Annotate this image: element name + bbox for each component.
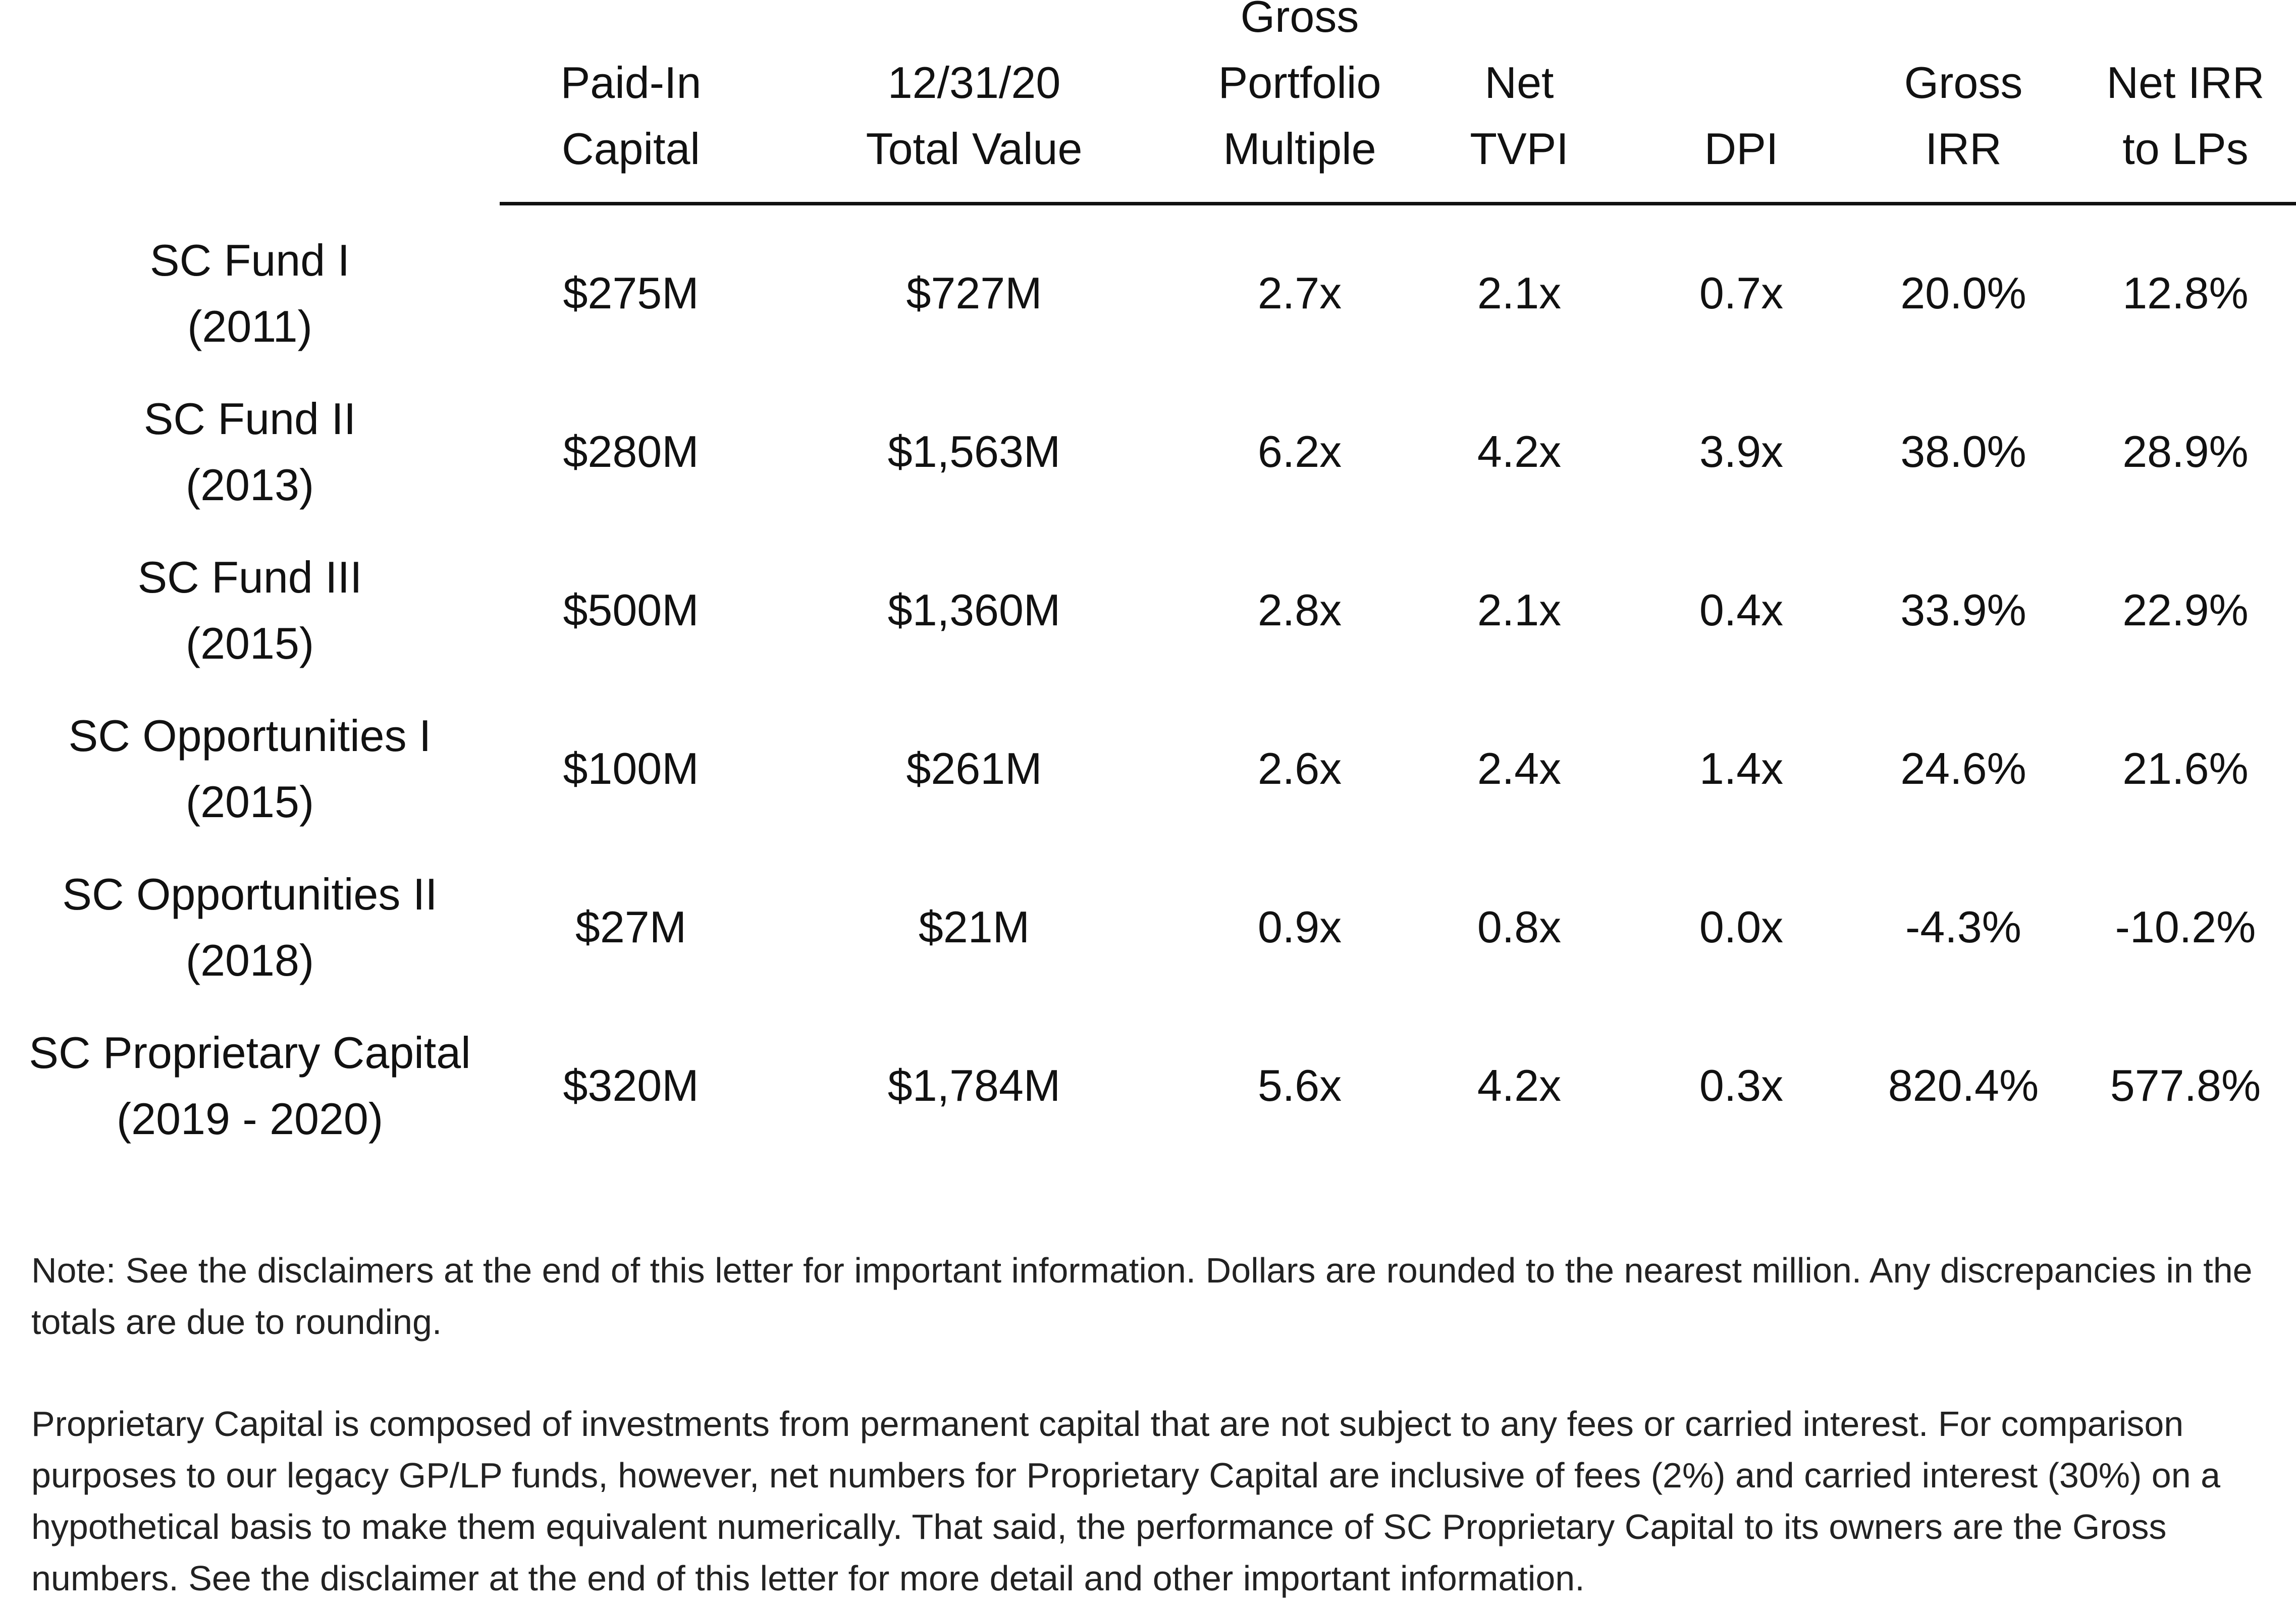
column-header-gross-multiple: Gross Portfolio Multiple (1181, 0, 1418, 182)
column-header-line: Paid-In (560, 58, 702, 108)
fund-name-cell: SC Opportunities II (2018) (0, 861, 500, 993)
dpi-cell: 0.3x (1699, 1060, 1784, 1110)
fund-name: SC Proprietary Capital (29, 1028, 471, 1078)
column-header-line: Gross (1240, 0, 1359, 41)
fund-name: SC Fund III (137, 552, 362, 602)
fund-name-cell: SC Fund II (2013) (0, 386, 500, 518)
net-tvpi-cell: 2.1x (1477, 585, 1562, 635)
fund-name: SC Opportunities I (68, 711, 432, 761)
column-header-gross-irr: Gross IRR (1867, 0, 2059, 182)
net-irr-cell: 12.8% (2122, 268, 2249, 318)
table-row: SC Fund III (2015) $500M $1,360M 2.8x 2.… (0, 544, 2296, 676)
net-tvpi-cell: 2.4x (1477, 743, 1562, 793)
column-header-line: Capital (562, 124, 700, 174)
fund-name: SC Opportunities II (62, 869, 438, 919)
net-irr-cell: 577.8% (2110, 1060, 2261, 1110)
gross-multiple-cell: 2.6x (1257, 743, 1342, 793)
net-tvpi-cell: 2.1x (1477, 268, 1562, 318)
net-irr-cell: -10.2% (2115, 902, 2256, 952)
fund-name: SC Fund I (149, 235, 350, 285)
column-header-dpi: DPI (1666, 0, 1817, 182)
fund-years: (2015) (185, 618, 314, 668)
column-header-line: Gross (1904, 58, 2023, 108)
column-header-total-value: 12/31/20 Total Value (823, 0, 1126, 182)
column-header-line: 12/31/20 (887, 58, 1061, 108)
column-header-line: Multiple (1223, 124, 1376, 174)
net-irr-cell: 28.9% (2122, 426, 2249, 476)
column-header-line: IRR (1925, 124, 2002, 174)
table-row: SC Opportunities II (2018) $27M $21M 0.9… (0, 861, 2296, 993)
column-header-net-irr: Net IRR to LPs (2079, 0, 2291, 182)
net-irr-cell: 21.6% (2122, 743, 2249, 793)
total-value-cell: $727M (906, 268, 1042, 318)
fund-years: (2015) (185, 777, 314, 827)
column-header-line: Net (1484, 58, 1554, 108)
total-value-cell: $21M (918, 902, 1030, 952)
fund-years: (2018) (185, 935, 314, 985)
fund-name: SC Fund II (143, 394, 356, 444)
column-header-line: Portfolio (1218, 58, 1381, 108)
column-header-paid-in: Paid-In Capital (535, 0, 727, 182)
column-header-line: Total Value (866, 124, 1083, 174)
net-irr-cell: 22.9% (2122, 585, 2249, 635)
dpi-cell: 0.7x (1699, 268, 1784, 318)
paid-in-capital-cell: $27M (575, 902, 687, 952)
gross-multiple-cell: 6.2x (1257, 426, 1342, 476)
paid-in-capital-cell: $280M (563, 426, 699, 476)
gross-multiple-cell: 2.8x (1257, 585, 1342, 635)
paid-in-capital-cell: $100M (563, 743, 699, 793)
total-value-cell: $1,360M (887, 585, 1061, 635)
fund-name-cell: SC Fund III (2015) (0, 544, 500, 676)
net-tvpi-cell: 4.2x (1477, 426, 1562, 476)
gross-multiple-cell: 0.9x (1257, 902, 1342, 952)
header-divider (500, 202, 2296, 205)
table-row: SC Proprietary Capital (2019 - 2020) $32… (0, 1020, 2296, 1152)
total-value-cell: $1,563M (887, 426, 1061, 476)
gross-irr-cell: 38.0% (1900, 426, 2026, 476)
fund-name-cell: SC Opportunities I (2015) (0, 703, 500, 835)
table-row: SC Fund II (2013) $280M $1,563M 6.2x 4.2… (0, 386, 2296, 518)
gross-irr-cell: -4.3% (1905, 902, 2021, 952)
net-tvpi-cell: 4.2x (1477, 1060, 1562, 1110)
column-header-line: DPI (1704, 124, 1779, 174)
fund-years: (2013) (185, 460, 314, 510)
gross-irr-cell: 20.0% (1900, 268, 2026, 318)
gross-irr-cell: 24.6% (1900, 743, 2026, 793)
fund-years: (2019 - 2020) (116, 1094, 384, 1144)
gross-irr-cell: 33.9% (1900, 585, 2026, 635)
column-header-line: TVPI (1470, 124, 1569, 174)
dpi-cell: 0.0x (1699, 902, 1784, 952)
fund-name-cell: SC Proprietary Capital (2019 - 2020) (0, 1020, 500, 1152)
gross-irr-cell: 820.4% (1888, 1060, 2039, 1110)
dpi-cell: 3.9x (1699, 426, 1784, 476)
fund-years: (2011) (187, 301, 312, 351)
net-tvpi-cell: 0.8x (1477, 902, 1562, 952)
table-row: SC Fund I (2011) $275M $727M 2.7x 2.1x 0… (0, 227, 2296, 359)
dpi-cell: 1.4x (1699, 743, 1784, 793)
rounding-note: Note: See the disclaimers at the end of … (31, 1251, 2253, 1342)
table-row: SC Opportunities I (2015) $100M $261M 2.… (0, 703, 2296, 835)
fund-name-cell: SC Fund I (2011) (0, 227, 500, 359)
paid-in-capital-cell: $500M (563, 585, 699, 635)
column-header-line: Net IRR (2106, 58, 2265, 108)
gross-multiple-cell: 5.6x (1257, 1060, 1342, 1110)
gross-multiple-cell: 2.7x (1257, 268, 1342, 318)
dpi-cell: 0.4x (1699, 585, 1784, 635)
total-value-cell: $1,784M (887, 1060, 1061, 1110)
column-header-net-tvpi: Net TVPI (1444, 0, 1595, 182)
paid-in-capital-cell: $320M (563, 1060, 699, 1110)
column-header-line: to LPs (2122, 124, 2249, 174)
total-value-cell: $261M (906, 743, 1042, 793)
proprietary-capital-note: Proprietary Capital is composed of inves… (31, 1404, 2221, 1598)
paid-in-capital-cell: $275M (563, 268, 699, 318)
